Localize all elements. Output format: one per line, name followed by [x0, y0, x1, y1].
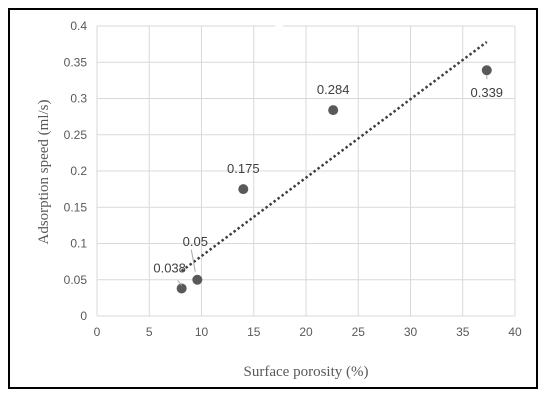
data-points [176, 65, 492, 294]
y-tick-label: 0.05 [64, 273, 88, 287]
data-labels: 0.038 0.05 0.175 0.284 0.339 [153, 75, 504, 286]
data-label: 0.175 [227, 161, 260, 176]
x-tick-label: 40 [508, 325, 522, 339]
x-tick-label: 0 [94, 325, 101, 339]
data-point [481, 65, 492, 76]
data-point [328, 105, 339, 116]
scatter-chart: 0 5 10 15 20 25 30 35 40 00.050.10.150.20.250.30… [36, 19, 522, 380]
x-tick-label: 35 [456, 325, 470, 339]
data-point [176, 283, 187, 294]
x-tick-label: 25 [352, 325, 366, 339]
y-tick-labels: 0 0.05 0.1 0.15 0.2 0.25 0.3 0.35 0.4 [64, 19, 88, 323]
gridlines [96, 24, 516, 317]
label-leader-line [177, 280, 183, 286]
data-point [192, 274, 203, 285]
x-tick-label: 20 [299, 325, 313, 339]
data-label: 0.339 [471, 85, 504, 100]
y-tick-label: 0 [80, 309, 87, 323]
x-axis-title: Surface porosity (%) [244, 364, 369, 380]
chart-frame: 0 5 10 15 20 25 30 35 40 0 0.05 0.1 0.15 0.2 0.25 0.3 0… [8, 8, 538, 389]
label-leader-line [190, 249, 196, 272]
y-tick-label: 0.2 [70, 164, 87, 178]
y-axis-title: Adsorption speed (ml/s) [36, 100, 52, 245]
y-tick-label: 0.15 [64, 200, 88, 214]
trendline-group [180, 40, 488, 273]
x-tick-label: 10 [195, 325, 209, 339]
y-tick-label: 0.25 [64, 128, 88, 142]
y-tick-label: 0.4 [70, 19, 87, 33]
data-label: 0.038 [153, 260, 186, 275]
trendline [180, 40, 488, 273]
y-tick-label: 0.35 [64, 55, 88, 69]
x-tick-label: 30 [404, 325, 418, 339]
x-tick-labels: 0 5 10 15 20 25 30 35 40 [94, 325, 522, 339]
data-label: 0.05 [183, 234, 208, 249]
y-tick-label: 0.1 [70, 237, 87, 251]
x-tick-label: 15 [247, 325, 261, 339]
x-tick-label: 5 [146, 325, 153, 339]
data-label: 0.284 [317, 82, 350, 97]
y-tick-label: 0.3 [70, 92, 87, 106]
top-border-gap [275, 24, 283, 28]
data-point [238, 184, 249, 195]
